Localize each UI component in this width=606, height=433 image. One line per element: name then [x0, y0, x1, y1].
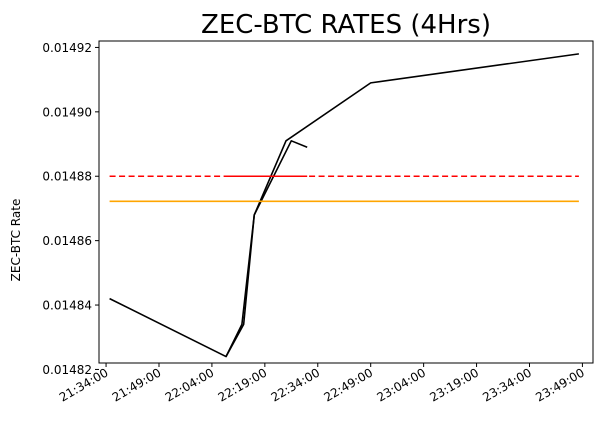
x-tick-label-9: 23:49:00 — [533, 365, 587, 404]
y-tick-label-1: 0.01484 — [42, 299, 92, 313]
plot-frame — [98, 40, 594, 364]
y-tick-label-0: 0.01482 — [42, 363, 92, 377]
y-tick-label-5: 0.01492 — [42, 41, 92, 55]
y-axis: 0.01482 0.01484 0.01486 0.01488 0.01490 0.014… — [42, 41, 99, 377]
y-tick-label-3: 0.01488 — [42, 170, 92, 184]
x-tick-label-5: 22:49:00 — [322, 365, 376, 404]
x-tick-label-2: 22:04:00 — [163, 365, 217, 404]
y-tick-label-2: 0.01486 — [42, 234, 92, 248]
x-tick-label-4: 22:34:00 — [269, 365, 323, 404]
y-tick-label-4: 0.01490 — [42, 105, 92, 119]
x-tick-label-1: 21:49:00 — [110, 365, 164, 404]
chart-title: ZEC-BTC RATES (4Hrs) — [201, 10, 491, 40]
x-axis: 21:34:00 21:49:00 22:04:00 22:19:00 22:34:00… — [57, 363, 587, 405]
x-tick-label-6: 23:04:00 — [374, 365, 428, 404]
series-line-1 — [225, 140, 308, 357]
series-line-0 — [109, 53, 580, 358]
x-tick-label-7: 23:19:00 — [427, 365, 481, 404]
plot-area — [109, 53, 580, 358]
x-tick-label-3: 22:19:00 — [216, 365, 270, 404]
x-tick-label-8: 23:34:00 — [480, 365, 534, 404]
y-axis-label: ZEC-BTC Rate — [9, 199, 23, 282]
